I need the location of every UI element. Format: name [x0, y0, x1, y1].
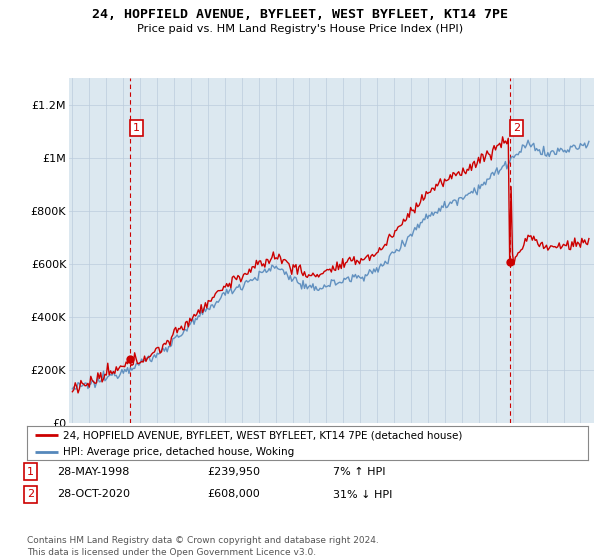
- Text: Price paid vs. HM Land Registry's House Price Index (HPI): Price paid vs. HM Land Registry's House …: [137, 24, 463, 34]
- Text: 31% ↓ HPI: 31% ↓ HPI: [333, 489, 392, 500]
- Text: 1: 1: [27, 466, 34, 477]
- Text: 28-MAY-1998: 28-MAY-1998: [57, 466, 130, 477]
- Text: £608,000: £608,000: [207, 489, 260, 500]
- Text: 7% ↑ HPI: 7% ↑ HPI: [333, 466, 386, 477]
- Text: 1: 1: [133, 123, 140, 133]
- Text: 2: 2: [513, 123, 520, 133]
- Text: £239,950: £239,950: [207, 466, 260, 477]
- Text: 2: 2: [27, 489, 34, 500]
- Text: Contains HM Land Registry data © Crown copyright and database right 2024.
This d: Contains HM Land Registry data © Crown c…: [27, 536, 379, 557]
- Text: 24, HOPFIELD AVENUE, BYFLEET, WEST BYFLEET, KT14 7PE (detached house): 24, HOPFIELD AVENUE, BYFLEET, WEST BYFLE…: [64, 430, 463, 440]
- Text: 28-OCT-2020: 28-OCT-2020: [57, 489, 130, 500]
- Text: 24, HOPFIELD AVENUE, BYFLEET, WEST BYFLEET, KT14 7PE: 24, HOPFIELD AVENUE, BYFLEET, WEST BYFLE…: [92, 8, 508, 21]
- Text: HPI: Average price, detached house, Woking: HPI: Average price, detached house, Woki…: [64, 447, 295, 456]
